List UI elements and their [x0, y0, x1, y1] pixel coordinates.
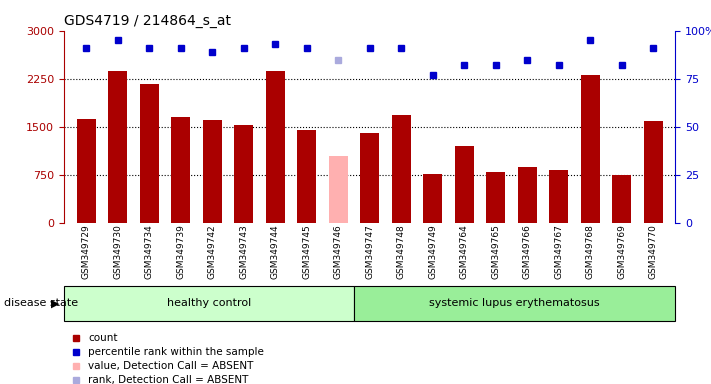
Bar: [518, 167, 537, 223]
Text: ▶: ▶: [50, 298, 59, 308]
Bar: [139, 84, 159, 223]
Text: count: count: [88, 333, 118, 343]
Bar: [455, 146, 474, 223]
Bar: [77, 119, 95, 223]
FancyBboxPatch shape: [354, 286, 675, 321]
Text: healthy control: healthy control: [167, 298, 251, 308]
Bar: [171, 117, 190, 223]
Bar: [203, 120, 222, 223]
Bar: [108, 71, 127, 223]
Bar: [581, 75, 600, 223]
Bar: [234, 126, 253, 223]
Bar: [612, 175, 631, 223]
Bar: [328, 156, 348, 223]
Bar: [360, 133, 379, 223]
Bar: [550, 170, 568, 223]
Bar: [266, 71, 284, 223]
Bar: [423, 174, 442, 223]
Bar: [297, 130, 316, 223]
Bar: [392, 115, 411, 223]
Text: percentile rank within the sample: percentile rank within the sample: [88, 347, 264, 357]
Bar: [644, 121, 663, 223]
Bar: [486, 172, 506, 223]
Text: value, Detection Call = ABSENT: value, Detection Call = ABSENT: [88, 361, 254, 371]
Text: GDS4719 / 214864_s_at: GDS4719 / 214864_s_at: [64, 14, 231, 28]
Text: rank, Detection Call = ABSENT: rank, Detection Call = ABSENT: [88, 375, 249, 384]
Text: systemic lupus erythematosus: systemic lupus erythematosus: [429, 298, 600, 308]
Text: disease state: disease state: [4, 298, 77, 308]
FancyBboxPatch shape: [64, 286, 354, 321]
